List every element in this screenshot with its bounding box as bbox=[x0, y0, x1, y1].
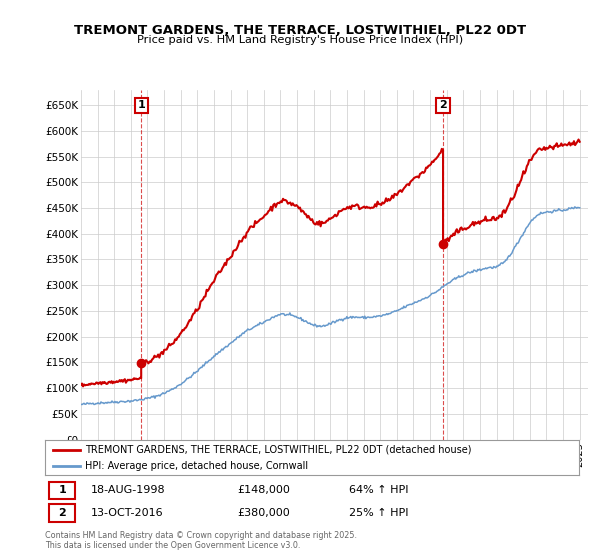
Text: Price paid vs. HM Land Registry's House Price Index (HPI): Price paid vs. HM Land Registry's House … bbox=[137, 35, 463, 45]
Text: 1: 1 bbox=[58, 486, 66, 496]
FancyBboxPatch shape bbox=[49, 482, 75, 500]
Text: TREMONT GARDENS, THE TERRACE, LOSTWITHIEL, PL22 0DT: TREMONT GARDENS, THE TERRACE, LOSTWITHIE… bbox=[74, 24, 526, 36]
FancyBboxPatch shape bbox=[49, 504, 75, 522]
Text: Contains HM Land Registry data © Crown copyright and database right 2025.
This d: Contains HM Land Registry data © Crown c… bbox=[45, 531, 357, 550]
Text: 2: 2 bbox=[58, 508, 66, 518]
Text: £380,000: £380,000 bbox=[237, 508, 290, 518]
Text: 64% ↑ HPI: 64% ↑ HPI bbox=[349, 486, 409, 496]
Text: 1: 1 bbox=[137, 100, 145, 110]
Text: £148,000: £148,000 bbox=[237, 486, 290, 496]
Text: 18-AUG-1998: 18-AUG-1998 bbox=[91, 486, 165, 496]
Text: 25% ↑ HPI: 25% ↑ HPI bbox=[349, 508, 409, 518]
Text: HPI: Average price, detached house, Cornwall: HPI: Average price, detached house, Corn… bbox=[85, 460, 308, 470]
Text: TREMONT GARDENS, THE TERRACE, LOSTWITHIEL, PL22 0DT (detached house): TREMONT GARDENS, THE TERRACE, LOSTWITHIE… bbox=[85, 445, 472, 455]
Text: 13-OCT-2016: 13-OCT-2016 bbox=[91, 508, 163, 518]
Text: 2: 2 bbox=[439, 100, 447, 110]
